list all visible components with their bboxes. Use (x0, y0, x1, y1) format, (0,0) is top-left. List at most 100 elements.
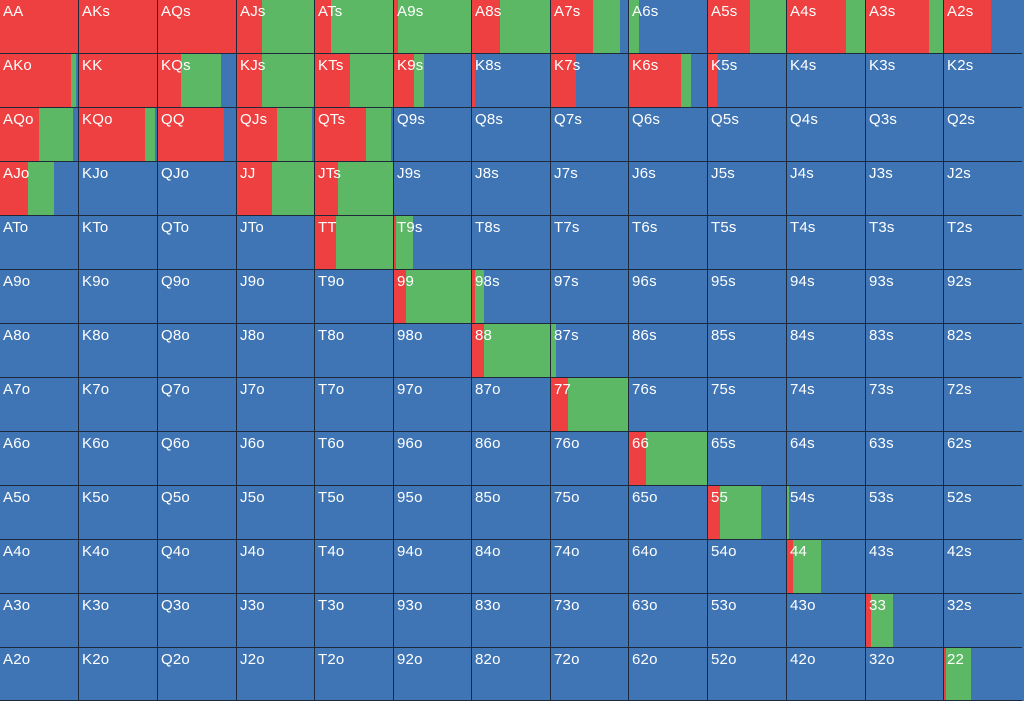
hand-cell-Q2o[interactable]: Q2o (158, 648, 237, 701)
hand-cell-J4s[interactable]: J4s (787, 162, 866, 216)
hand-cell-32s[interactable]: 32s (944, 594, 1022, 648)
hand-cell-A6s[interactable]: A6s (629, 0, 708, 54)
hand-cell-Q3s[interactable]: Q3s (866, 108, 944, 162)
hand-cell-T7o[interactable]: T7o (315, 378, 394, 432)
hand-cell-74s[interactable]: 74s (787, 378, 866, 432)
hand-cell-K7s[interactable]: K7s (551, 54, 629, 108)
hand-cell-92s[interactable]: 92s (944, 270, 1022, 324)
hand-cell-J2s[interactable]: J2s (944, 162, 1022, 216)
hand-cell-Q4o[interactable]: Q4o (158, 540, 237, 594)
hand-cell-76s[interactable]: 76s (629, 378, 708, 432)
hand-cell-52s[interactable]: 52s (944, 486, 1022, 540)
hand-cell-72o[interactable]: 72o (551, 648, 629, 701)
hand-cell-K3o[interactable]: K3o (79, 594, 158, 648)
hand-cell-A5o[interactable]: A5o (0, 486, 79, 540)
hand-cell-86s[interactable]: 86s (629, 324, 708, 378)
hand-cell-82o[interactable]: 82o (472, 648, 551, 701)
hand-cell-AJs[interactable]: AJs (237, 0, 315, 54)
hand-cell-K6o[interactable]: K6o (79, 432, 158, 486)
hand-cell-A8s[interactable]: A8s (472, 0, 551, 54)
hand-cell-98o[interactable]: 98o (394, 324, 472, 378)
hand-cell-A9s[interactable]: A9s (394, 0, 472, 54)
hand-cell-Q4s[interactable]: Q4s (787, 108, 866, 162)
hand-cell-K9o[interactable]: K9o (79, 270, 158, 324)
hand-cell-A4s[interactable]: A4s (787, 0, 866, 54)
hand-cell-AKs[interactable]: AKs (79, 0, 158, 54)
hand-cell-63s[interactable]: 63s (866, 432, 944, 486)
hand-cell-64o[interactable]: 64o (629, 540, 708, 594)
hand-cell-62o[interactable]: 62o (629, 648, 708, 701)
hand-cell-Q9o[interactable]: Q9o (158, 270, 237, 324)
hand-cell-K3s[interactable]: K3s (866, 54, 944, 108)
hand-cell-QJo[interactable]: QJo (158, 162, 237, 216)
hand-cell-QTo[interactable]: QTo (158, 216, 237, 270)
hand-cell-53o[interactable]: 53o (708, 594, 787, 648)
hand-cell-99[interactable]: 99 (394, 270, 472, 324)
hand-cell-A7s[interactable]: A7s (551, 0, 629, 54)
hand-cell-K8o[interactable]: K8o (79, 324, 158, 378)
hand-cell-T4s[interactable]: T4s (787, 216, 866, 270)
hand-cell-K8s[interactable]: K8s (472, 54, 551, 108)
hand-cell-QTs[interactable]: QTs (315, 108, 394, 162)
hand-cell-65o[interactable]: 65o (629, 486, 708, 540)
hand-cell-A4o[interactable]: A4o (0, 540, 79, 594)
hand-cell-22[interactable]: 22 (944, 648, 1022, 701)
hand-cell-AQo[interactable]: AQo (0, 108, 79, 162)
hand-cell-K2s[interactable]: K2s (944, 54, 1022, 108)
hand-cell-94o[interactable]: 94o (394, 540, 472, 594)
hand-cell-Q7o[interactable]: Q7o (158, 378, 237, 432)
hand-cell-Q8o[interactable]: Q8o (158, 324, 237, 378)
hand-cell-92o[interactable]: 92o (394, 648, 472, 701)
hand-cell-85s[interactable]: 85s (708, 324, 787, 378)
hand-cell-43o[interactable]: 43o (787, 594, 866, 648)
hand-cell-A2o[interactable]: A2o (0, 648, 79, 701)
hand-cell-66[interactable]: 66 (629, 432, 708, 486)
hand-cell-72s[interactable]: 72s (944, 378, 1022, 432)
hand-cell-55[interactable]: 55 (708, 486, 787, 540)
hand-cell-32o[interactable]: 32o (866, 648, 944, 701)
hand-cell-77[interactable]: 77 (551, 378, 629, 432)
hand-cell-96s[interactable]: 96s (629, 270, 708, 324)
hand-cell-J9s[interactable]: J9s (394, 162, 472, 216)
hand-cell-QJs[interactable]: QJs (237, 108, 315, 162)
hand-cell-83s[interactable]: 83s (866, 324, 944, 378)
hand-cell-T5o[interactable]: T5o (315, 486, 394, 540)
hand-cell-A5s[interactable]: A5s (708, 0, 787, 54)
hand-cell-ATs[interactable]: ATs (315, 0, 394, 54)
hand-cell-74o[interactable]: 74o (551, 540, 629, 594)
hand-cell-J5o[interactable]: J5o (237, 486, 315, 540)
hand-cell-Q2s[interactable]: Q2s (944, 108, 1022, 162)
hand-cell-97s[interactable]: 97s (551, 270, 629, 324)
hand-cell-J3s[interactable]: J3s (866, 162, 944, 216)
hand-cell-A3s[interactable]: A3s (866, 0, 944, 54)
hand-cell-K5s[interactable]: K5s (708, 54, 787, 108)
hand-cell-JTs[interactable]: JTs (315, 162, 394, 216)
hand-cell-KQs[interactable]: KQs (158, 54, 237, 108)
hand-cell-33[interactable]: 33 (866, 594, 944, 648)
hand-cell-93o[interactable]: 93o (394, 594, 472, 648)
hand-cell-85o[interactable]: 85o (472, 486, 551, 540)
hand-cell-A2s[interactable]: A2s (944, 0, 1022, 54)
hand-cell-JJ[interactable]: JJ (237, 162, 315, 216)
hand-cell-K4o[interactable]: K4o (79, 540, 158, 594)
hand-cell-T4o[interactable]: T4o (315, 540, 394, 594)
hand-cell-K5o[interactable]: K5o (79, 486, 158, 540)
hand-cell-Q3o[interactable]: Q3o (158, 594, 237, 648)
hand-cell-42o[interactable]: 42o (787, 648, 866, 701)
hand-cell-93s[interactable]: 93s (866, 270, 944, 324)
hand-cell-Q6o[interactable]: Q6o (158, 432, 237, 486)
hand-cell-63o[interactable]: 63o (629, 594, 708, 648)
hand-cell-62s[interactable]: 62s (944, 432, 1022, 486)
hand-cell-84s[interactable]: 84s (787, 324, 866, 378)
hand-cell-K2o[interactable]: K2o (79, 648, 158, 701)
hand-cell-94s[interactable]: 94s (787, 270, 866, 324)
hand-cell-Q7s[interactable]: Q7s (551, 108, 629, 162)
hand-cell-QQ[interactable]: QQ (158, 108, 237, 162)
hand-cell-65s[interactable]: 65s (708, 432, 787, 486)
hand-cell-54o[interactable]: 54o (708, 540, 787, 594)
hand-cell-A9o[interactable]: A9o (0, 270, 79, 324)
hand-cell-98s[interactable]: 98s (472, 270, 551, 324)
hand-cell-87o[interactable]: 87o (472, 378, 551, 432)
hand-cell-75o[interactable]: 75o (551, 486, 629, 540)
hand-cell-ATo[interactable]: ATo (0, 216, 79, 270)
